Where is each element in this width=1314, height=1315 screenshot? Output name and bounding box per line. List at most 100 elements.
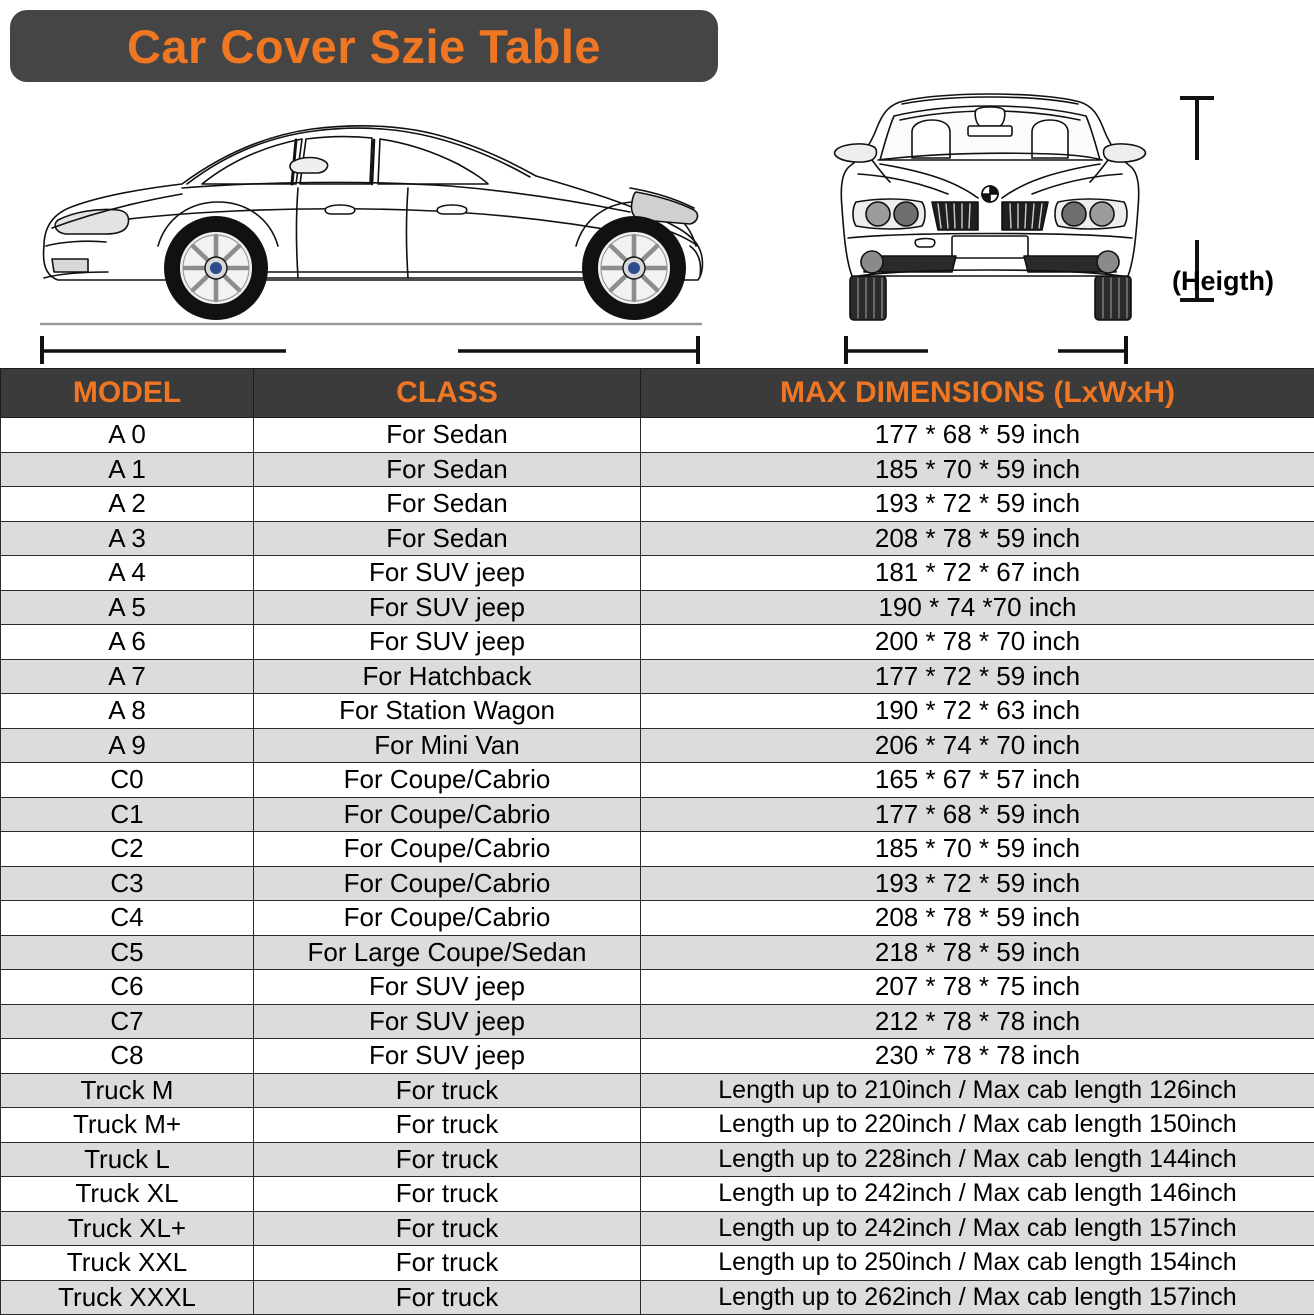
car-side-view-illustration xyxy=(30,96,720,321)
cell-class: For truck xyxy=(254,1142,641,1177)
cell-model: Truck L xyxy=(1,1142,254,1177)
cell-class: For Coupe/Cabrio xyxy=(254,797,641,832)
cell-dimensions: Length up to 262inch / Max cab length 15… xyxy=(641,1280,1314,1315)
cell-model: C0 xyxy=(1,763,254,798)
column-header-class: CLASS xyxy=(254,369,641,418)
cell-dimensions: Length up to 242inch / Max cab length 14… xyxy=(641,1177,1314,1212)
cell-model: Truck XL xyxy=(1,1177,254,1212)
page-title: Car Cover Szie Table xyxy=(127,23,601,70)
cell-model: A 8 xyxy=(1,694,254,729)
cell-class: For Station Wagon xyxy=(254,694,641,729)
cell-model: A 1 xyxy=(1,452,254,487)
cell-dimensions: Length up to 210inch / Max cab length 12… xyxy=(641,1073,1314,1108)
cell-model: Truck M+ xyxy=(1,1108,254,1143)
cell-dimensions: 177 * 68 * 59 inch xyxy=(641,797,1314,832)
cell-dimensions: 218 * 78 * 59 inch xyxy=(641,935,1314,970)
cell-class: For Sedan xyxy=(254,452,641,487)
cell-model: A 7 xyxy=(1,659,254,694)
cell-model: C5 xyxy=(1,935,254,970)
width-dimension-arrow xyxy=(840,314,1170,364)
cell-dimensions: Length up to 220inch / Max cab length 15… xyxy=(641,1108,1314,1143)
column-header-model: MODEL xyxy=(1,369,254,418)
car-front-view-illustration xyxy=(828,90,1153,322)
cell-class: For truck xyxy=(254,1177,641,1212)
cell-model: Truck XXXL xyxy=(1,1280,254,1315)
cell-model: C8 xyxy=(1,1039,254,1074)
cell-dimensions: 207 * 78 * 75 inch xyxy=(641,970,1314,1005)
cell-dimensions: 165 * 67 * 57 inch xyxy=(641,763,1314,798)
cell-model: C3 xyxy=(1,866,254,901)
title-banner: Car Cover Szie Table xyxy=(10,10,718,82)
cell-dimensions: 177 * 68 * 59 inch xyxy=(641,418,1314,453)
cell-model: A 3 xyxy=(1,521,254,556)
cell-model: A 5 xyxy=(1,590,254,625)
cell-class: For truck xyxy=(254,1246,641,1281)
cell-class: For SUV jeep xyxy=(254,556,641,591)
cell-class: For Large Coupe/Sedan xyxy=(254,935,641,970)
cell-dimensions: 206 * 74 * 70 inch xyxy=(641,728,1314,763)
cell-dimensions: 208 * 78 * 59 inch xyxy=(641,901,1314,936)
cell-model: C4 xyxy=(1,901,254,936)
cell-class: For SUV jeep xyxy=(254,970,641,1005)
car-front-view-icon xyxy=(828,90,1153,322)
cell-model: A 2 xyxy=(1,487,254,522)
cell-class: For Coupe/Cabrio xyxy=(254,763,641,798)
cell-dimensions: 200 * 78 * 70 inch xyxy=(641,625,1314,660)
cell-class: For Sedan xyxy=(254,487,641,522)
cell-class: For SUV jeep xyxy=(254,1039,641,1074)
cell-class: For Coupe/Cabrio xyxy=(254,901,641,936)
cell-dimensions: 190 * 72 * 63 inch xyxy=(641,694,1314,729)
cell-dimensions: Length up to 228inch / Max cab length 14… xyxy=(641,1142,1314,1177)
length-dimension-arrow xyxy=(30,314,720,364)
cell-model: C1 xyxy=(1,797,254,832)
height-label: (Heigth) xyxy=(1172,266,1274,297)
cell-model: A 4 xyxy=(1,556,254,591)
cell-model: C7 xyxy=(1,1004,254,1039)
cell-dimensions: Length up to 242inch / Max cab length 15… xyxy=(641,1211,1314,1246)
cell-dimensions: Length up to 250inch / Max cab length 15… xyxy=(641,1246,1314,1281)
column-header-dimensions: MAX DIMENSIONS (LxWxH) xyxy=(641,369,1314,418)
cell-class: For SUV jeep xyxy=(254,590,641,625)
cell-dimensions: 177 * 72 * 59 inch xyxy=(641,659,1314,694)
cell-class: For truck xyxy=(254,1211,641,1246)
cell-dimensions: 181 * 72 * 67 inch xyxy=(641,556,1314,591)
cell-model: A 9 xyxy=(1,728,254,763)
cell-class: For SUV jeep xyxy=(254,1004,641,1039)
cell-class: For truck xyxy=(254,1108,641,1143)
cell-model: Truck XXL xyxy=(1,1246,254,1281)
cell-class: For truck xyxy=(254,1073,641,1108)
cell-class: For Mini Van xyxy=(254,728,641,763)
cell-model: Truck XL+ xyxy=(1,1211,254,1246)
cell-dimensions: 190 * 74 *70 inch xyxy=(641,590,1314,625)
table-header-row: MODEL CLASS MAX DIMENSIONS (LxWxH) xyxy=(1,369,1314,418)
cell-class: For Coupe/Cabrio xyxy=(254,866,641,901)
cell-class: For Coupe/Cabrio xyxy=(254,832,641,867)
cell-model: A 6 xyxy=(1,625,254,660)
cell-dimensions: 230 * 78 * 78 inch xyxy=(641,1039,1314,1074)
cell-model: C2 xyxy=(1,832,254,867)
